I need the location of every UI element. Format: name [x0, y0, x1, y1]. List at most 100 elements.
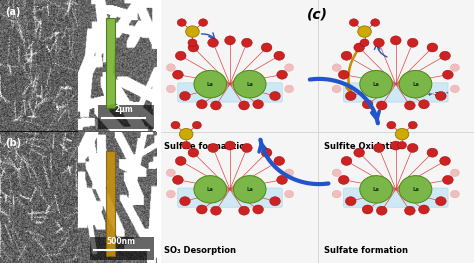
- Text: 500nm: 500nm: [107, 237, 136, 246]
- Circle shape: [208, 143, 219, 153]
- Circle shape: [349, 19, 358, 26]
- Circle shape: [277, 175, 287, 184]
- Circle shape: [360, 39, 369, 47]
- Circle shape: [427, 43, 438, 52]
- Circle shape: [175, 156, 186, 165]
- Circle shape: [332, 85, 341, 93]
- Circle shape: [419, 205, 429, 214]
- Circle shape: [261, 148, 272, 157]
- Circle shape: [225, 141, 235, 150]
- Circle shape: [450, 169, 459, 176]
- Text: La: La: [207, 187, 214, 192]
- Circle shape: [197, 100, 207, 109]
- FancyBboxPatch shape: [178, 83, 282, 102]
- Circle shape: [338, 175, 349, 184]
- Circle shape: [338, 70, 349, 79]
- Circle shape: [358, 26, 371, 37]
- Circle shape: [450, 190, 459, 198]
- Circle shape: [242, 38, 252, 47]
- Circle shape: [225, 36, 235, 45]
- Circle shape: [436, 197, 446, 206]
- Circle shape: [199, 19, 208, 26]
- Circle shape: [443, 70, 453, 79]
- Circle shape: [408, 121, 417, 129]
- Circle shape: [253, 100, 264, 109]
- Circle shape: [233, 70, 266, 98]
- Circle shape: [186, 26, 199, 37]
- Circle shape: [440, 156, 450, 165]
- Text: 2μm: 2μm: [114, 105, 133, 114]
- Text: La: La: [412, 187, 419, 192]
- Circle shape: [197, 205, 207, 214]
- Circle shape: [371, 19, 380, 26]
- Circle shape: [391, 141, 401, 150]
- Circle shape: [173, 175, 183, 184]
- FancyBboxPatch shape: [98, 105, 154, 129]
- Text: SO₃ Desorption: SO₃ Desorption: [164, 246, 236, 255]
- Circle shape: [180, 197, 190, 206]
- Circle shape: [180, 128, 193, 140]
- Circle shape: [166, 64, 175, 71]
- Circle shape: [274, 156, 284, 165]
- Circle shape: [391, 36, 401, 45]
- Circle shape: [166, 169, 175, 176]
- Circle shape: [360, 70, 392, 98]
- Circle shape: [284, 190, 293, 198]
- Circle shape: [274, 51, 284, 60]
- Circle shape: [360, 176, 392, 203]
- Text: La: La: [373, 82, 380, 87]
- Circle shape: [395, 128, 409, 140]
- Circle shape: [436, 92, 446, 100]
- Circle shape: [346, 92, 356, 100]
- Circle shape: [440, 51, 450, 60]
- Circle shape: [387, 121, 396, 129]
- Text: 2 e⁻ + 2 h⁺: 2 e⁻ + 2 h⁺: [411, 92, 449, 97]
- Circle shape: [284, 85, 293, 93]
- Circle shape: [398, 141, 407, 149]
- Circle shape: [171, 121, 180, 129]
- Circle shape: [239, 206, 249, 215]
- Circle shape: [427, 148, 438, 157]
- Circle shape: [362, 205, 373, 214]
- Text: La: La: [246, 187, 253, 192]
- Circle shape: [399, 70, 432, 98]
- Circle shape: [270, 92, 281, 100]
- Circle shape: [192, 121, 201, 129]
- Text: (a): (a): [5, 7, 20, 17]
- Circle shape: [419, 100, 429, 109]
- Circle shape: [346, 197, 356, 206]
- Circle shape: [341, 156, 352, 165]
- Text: (b): (b): [5, 138, 21, 148]
- Circle shape: [166, 85, 175, 93]
- Circle shape: [166, 190, 175, 198]
- Circle shape: [177, 19, 186, 26]
- Circle shape: [450, 64, 459, 71]
- Circle shape: [376, 206, 387, 215]
- FancyBboxPatch shape: [178, 188, 282, 207]
- Text: La: La: [373, 187, 380, 192]
- Circle shape: [210, 101, 221, 110]
- Circle shape: [210, 206, 221, 215]
- Text: Sulfite Oxidation: Sulfite Oxidation: [324, 142, 404, 151]
- Circle shape: [332, 169, 341, 176]
- Circle shape: [261, 43, 272, 52]
- FancyBboxPatch shape: [344, 83, 448, 102]
- Circle shape: [208, 38, 219, 47]
- Circle shape: [376, 101, 387, 110]
- Circle shape: [404, 206, 415, 215]
- Text: La: La: [412, 82, 419, 87]
- Circle shape: [332, 64, 341, 71]
- Circle shape: [362, 100, 373, 109]
- Circle shape: [374, 38, 384, 47]
- Circle shape: [407, 38, 418, 47]
- Circle shape: [332, 190, 341, 198]
- Text: (c): (c): [307, 8, 328, 22]
- Circle shape: [443, 175, 453, 184]
- Circle shape: [194, 176, 227, 203]
- Circle shape: [253, 205, 264, 214]
- Circle shape: [180, 92, 190, 100]
- Text: La: La: [207, 82, 214, 87]
- Circle shape: [407, 143, 418, 153]
- Circle shape: [284, 64, 293, 71]
- FancyBboxPatch shape: [106, 151, 115, 256]
